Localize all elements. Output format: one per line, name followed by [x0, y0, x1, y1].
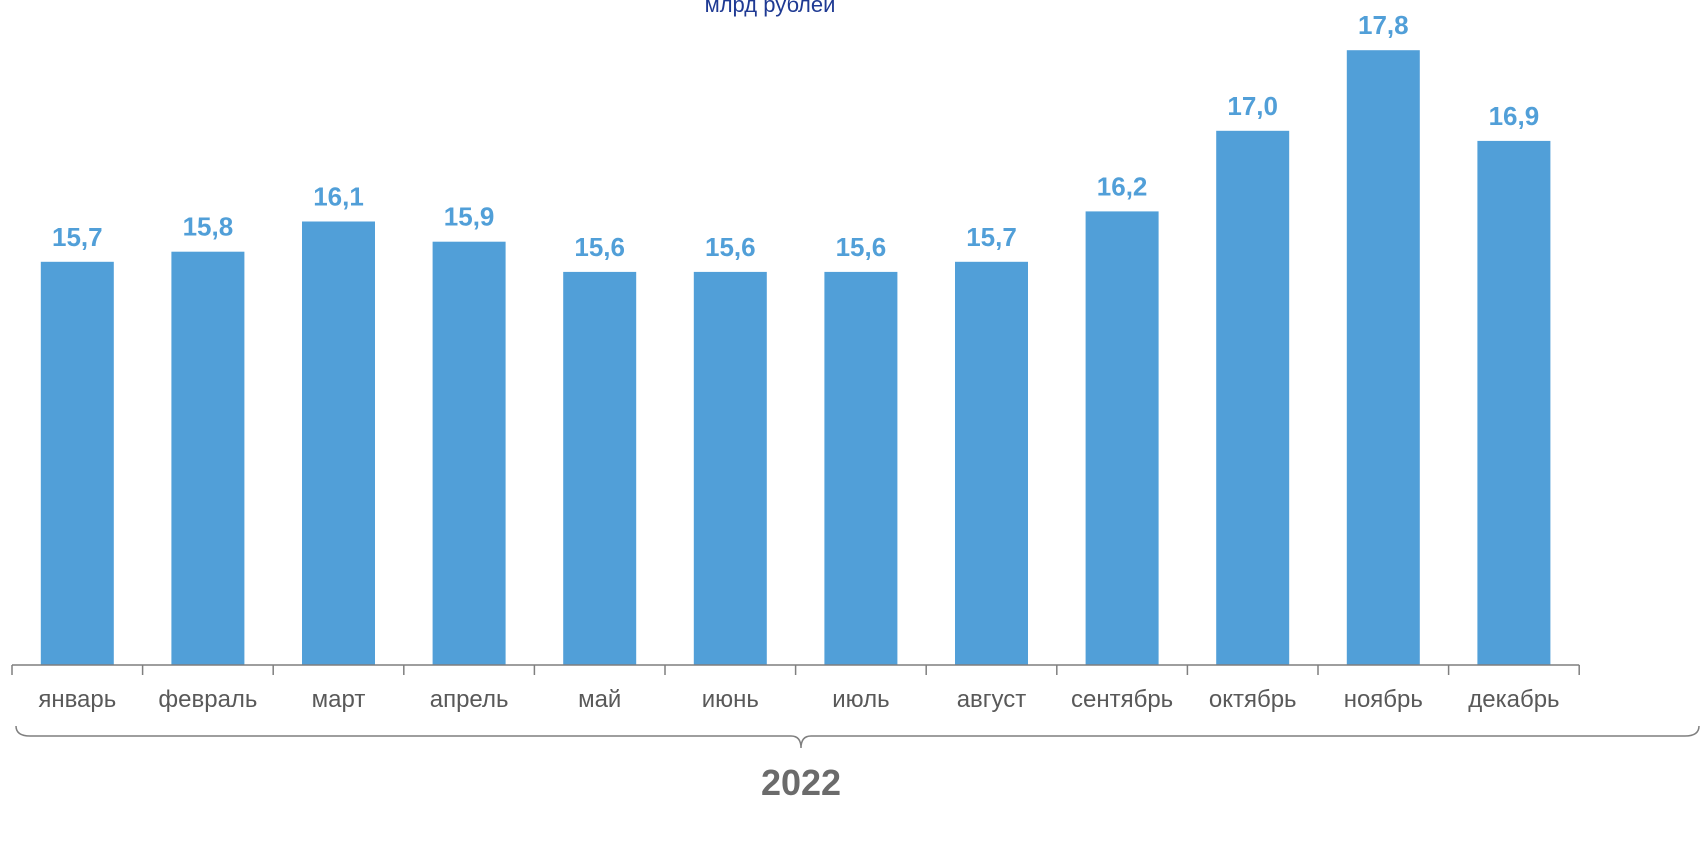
bar-3	[302, 221, 375, 665]
category-label-8: август	[957, 686, 1027, 713]
category-label-11: ноябрь	[1344, 686, 1423, 713]
value-label-12: 16,9	[1489, 101, 1540, 131]
bar-9	[1085, 211, 1159, 665]
category-label-9: сентябрь	[1071, 686, 1173, 713]
category-label-12: декабрь	[1468, 686, 1559, 713]
value-label-5: 15,6	[574, 232, 625, 262]
x-axis-ticks	[11, 665, 1580, 675]
bar-1	[40, 261, 114, 665]
category-label-1: январь	[38, 686, 116, 713]
bar-8	[955, 261, 1028, 665]
value-label-11: 17,8	[1358, 10, 1409, 40]
value-label-7: 15,6	[836, 232, 887, 262]
year-brace	[15, 725, 1700, 749]
bar-5	[563, 271, 637, 665]
year-label: 2022	[761, 762, 841, 803]
bar-6	[693, 271, 767, 665]
chart-subtitle: млрд рублей	[704, 0, 836, 17]
category-labels-group: январь февраль март апрель май июнь июль август…	[38, 686, 1559, 713]
category-label-3: март	[312, 686, 366, 713]
value-label-6: 15,6	[705, 232, 756, 262]
category-label-2: февраль	[158, 686, 257, 713]
category-label-7: июль	[832, 686, 889, 713]
bar-7	[824, 271, 898, 665]
category-label-5: май	[578, 686, 621, 713]
category-label-4: апрель	[430, 686, 509, 713]
value-label-3: 16,1	[313, 182, 364, 212]
bar-11	[1346, 50, 1420, 665]
category-label-6: июнь	[702, 686, 759, 713]
bar-2	[171, 251, 245, 665]
value-label-9: 16,2	[1097, 171, 1148, 201]
value-label-8: 15,7	[966, 222, 1017, 252]
bar-4	[432, 241, 506, 665]
bars-group	[40, 50, 1551, 666]
value-label-1: 15,7	[52, 222, 103, 252]
value-label-2: 15,8	[183, 212, 234, 242]
value-labels-group: 15,7 15,8 16,1 15,9 15,6 15,6 15,6 15,7 16,2 17,0…	[52, 10, 1539, 262]
bar-10	[1216, 130, 1290, 666]
value-label-10: 17,0	[1227, 91, 1278, 121]
bar-12	[1477, 140, 1551, 665]
value-label-4: 15,9	[444, 202, 495, 232]
category-label-10: октябрь	[1209, 686, 1297, 713]
